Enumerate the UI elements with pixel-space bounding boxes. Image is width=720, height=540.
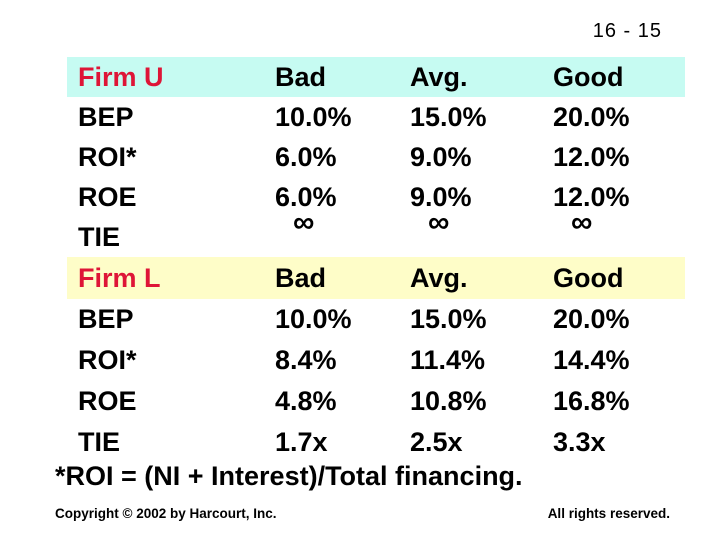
table-row-u-tie: TIE ∞ ∞ ∞ (67, 206, 685, 257)
roi-footnote: *ROI = (NI + Interest)/Total financing. (55, 461, 523, 491)
row-label: BEP (78, 101, 134, 132)
cell-value: 4.8% (275, 386, 337, 416)
cell-value: 6.0% (275, 181, 337, 212)
cell-value: 10.8% (410, 386, 487, 416)
cell-value: 12.0% (553, 141, 630, 172)
copyright-text: Copyright © 2002 by Harcourt, Inc. (55, 506, 277, 521)
row-label: ROI* (78, 345, 137, 375)
infinity-symbol: ∞ (571, 206, 593, 239)
firm-l-header-row: Firm L Bad Avg. Good (67, 257, 685, 299)
table-row-u-bep: BEP 10.0% 15.0% 20.0% (67, 97, 685, 137)
cell-value: 20.0% (553, 101, 630, 132)
row-label: BEP (78, 304, 134, 334)
firm-l-col-header-avg: Avg. (410, 262, 468, 293)
cell-value: 9.0% (410, 181, 472, 212)
firm-u-header-row: Firm U Bad Avg. Good (67, 57, 685, 97)
cell-value: 16.8% (553, 386, 630, 416)
firm-u-col-header-bad: Bad (275, 61, 327, 92)
cell-value: 1.7x (275, 427, 328, 457)
firm-u-col-header-good: Good (553, 61, 624, 92)
infinity-symbol: ∞ (293, 206, 315, 239)
row-label: TIE (78, 221, 121, 252)
cell-value: 11.4% (410, 345, 486, 375)
cell-value: 9.0% (410, 141, 472, 172)
cell-value: 12.0% (553, 181, 630, 212)
cell-value: 10.0% (275, 304, 352, 334)
cell-value: 14.4% (553, 345, 630, 375)
table-row-l-roe: ROE 4.8% 10.8% 16.8% (67, 381, 685, 422)
table-row-l-tie: TIE 1.7x 2.5x 3.3x (67, 422, 685, 463)
table-row-u-roi: ROI* 6.0% 9.0% 12.0% (67, 137, 685, 177)
cell-value: 20.0% (553, 304, 630, 334)
rights-text: All rights reserved. (547, 506, 670, 521)
firm-l-col-header-good: Good (553, 262, 624, 293)
firm-u-col-header-avg: Avg. (410, 61, 468, 92)
firm-l-label: Firm L (78, 262, 161, 293)
table-row-u-roe: ROE 6.0% 9.0% 12.0% (67, 177, 685, 217)
financial-comparison-table: Firm U Bad Avg. Good BEP 10.0% 15.0% 20.… (67, 57, 685, 463)
firm-u-label: Firm U (78, 61, 164, 92)
cell-value: 3.3x (553, 427, 606, 457)
row-label: ROE (78, 181, 137, 212)
row-label: ROI* (78, 141, 137, 172)
row-label: ROE (78, 386, 137, 416)
cell-value: 15.0% (410, 304, 487, 334)
cell-value: 2.5x (410, 427, 463, 457)
cell-value: 8.4% (275, 345, 337, 375)
cell-value: 6.0% (275, 141, 337, 172)
infinity-symbol: ∞ (428, 206, 450, 239)
cell-value: 10.0% (275, 101, 352, 132)
table-row-l-bep: BEP 10.0% 15.0% 20.0% (67, 299, 685, 340)
cell-value: 15.0% (410, 101, 487, 132)
row-label: TIE (78, 427, 121, 457)
slide-number: 16 - 15 (592, 20, 662, 42)
table-row-l-roi: ROI* 8.4% 11.4% 14.4% (67, 340, 685, 381)
firm-l-col-header-bad: Bad (275, 262, 327, 293)
